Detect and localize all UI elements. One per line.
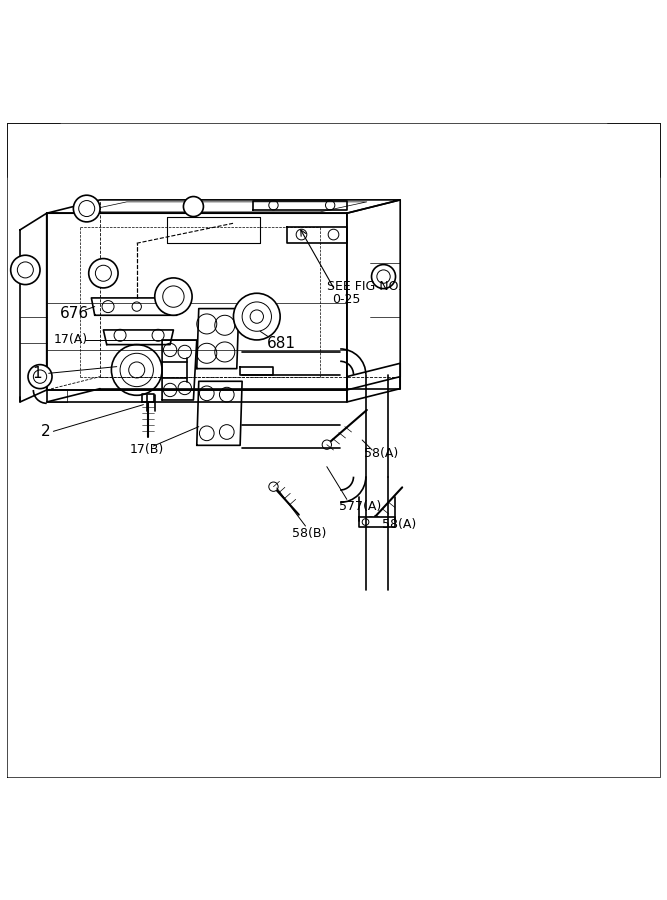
Polygon shape [80, 202, 367, 211]
Circle shape [73, 195, 100, 222]
Polygon shape [47, 200, 400, 213]
Polygon shape [103, 330, 173, 345]
Circle shape [11, 256, 40, 284]
Circle shape [155, 278, 192, 315]
Polygon shape [162, 340, 197, 400]
Polygon shape [197, 382, 242, 446]
Text: 676: 676 [60, 306, 89, 320]
Polygon shape [287, 227, 347, 243]
Circle shape [269, 482, 278, 491]
Polygon shape [359, 517, 395, 526]
Polygon shape [142, 394, 154, 402]
Text: 17(B): 17(B) [130, 444, 164, 456]
Polygon shape [347, 200, 400, 390]
Text: 58(B): 58(B) [292, 526, 327, 540]
Polygon shape [20, 213, 47, 402]
Polygon shape [91, 298, 180, 315]
Polygon shape [47, 390, 347, 402]
Polygon shape [347, 364, 400, 402]
Circle shape [28, 364, 52, 389]
Circle shape [372, 265, 396, 289]
Circle shape [183, 196, 203, 217]
Circle shape [322, 440, 331, 449]
Circle shape [366, 517, 376, 526]
Text: 17(A): 17(A) [53, 333, 87, 346]
Text: 681: 681 [267, 336, 295, 351]
Circle shape [111, 345, 162, 395]
Text: 0-25: 0-25 [332, 292, 361, 306]
Circle shape [89, 258, 118, 288]
Polygon shape [197, 309, 239, 369]
Circle shape [233, 293, 280, 340]
Text: 577(A): 577(A) [339, 500, 381, 513]
Polygon shape [253, 202, 347, 210]
Polygon shape [240, 366, 273, 375]
Text: 1: 1 [32, 365, 41, 381]
Text: 2: 2 [41, 424, 51, 439]
Polygon shape [47, 213, 347, 390]
Text: 58(A): 58(A) [382, 518, 416, 531]
Text: 58(A): 58(A) [364, 446, 398, 460]
Text: SEE FIG NO.: SEE FIG NO. [327, 280, 402, 293]
